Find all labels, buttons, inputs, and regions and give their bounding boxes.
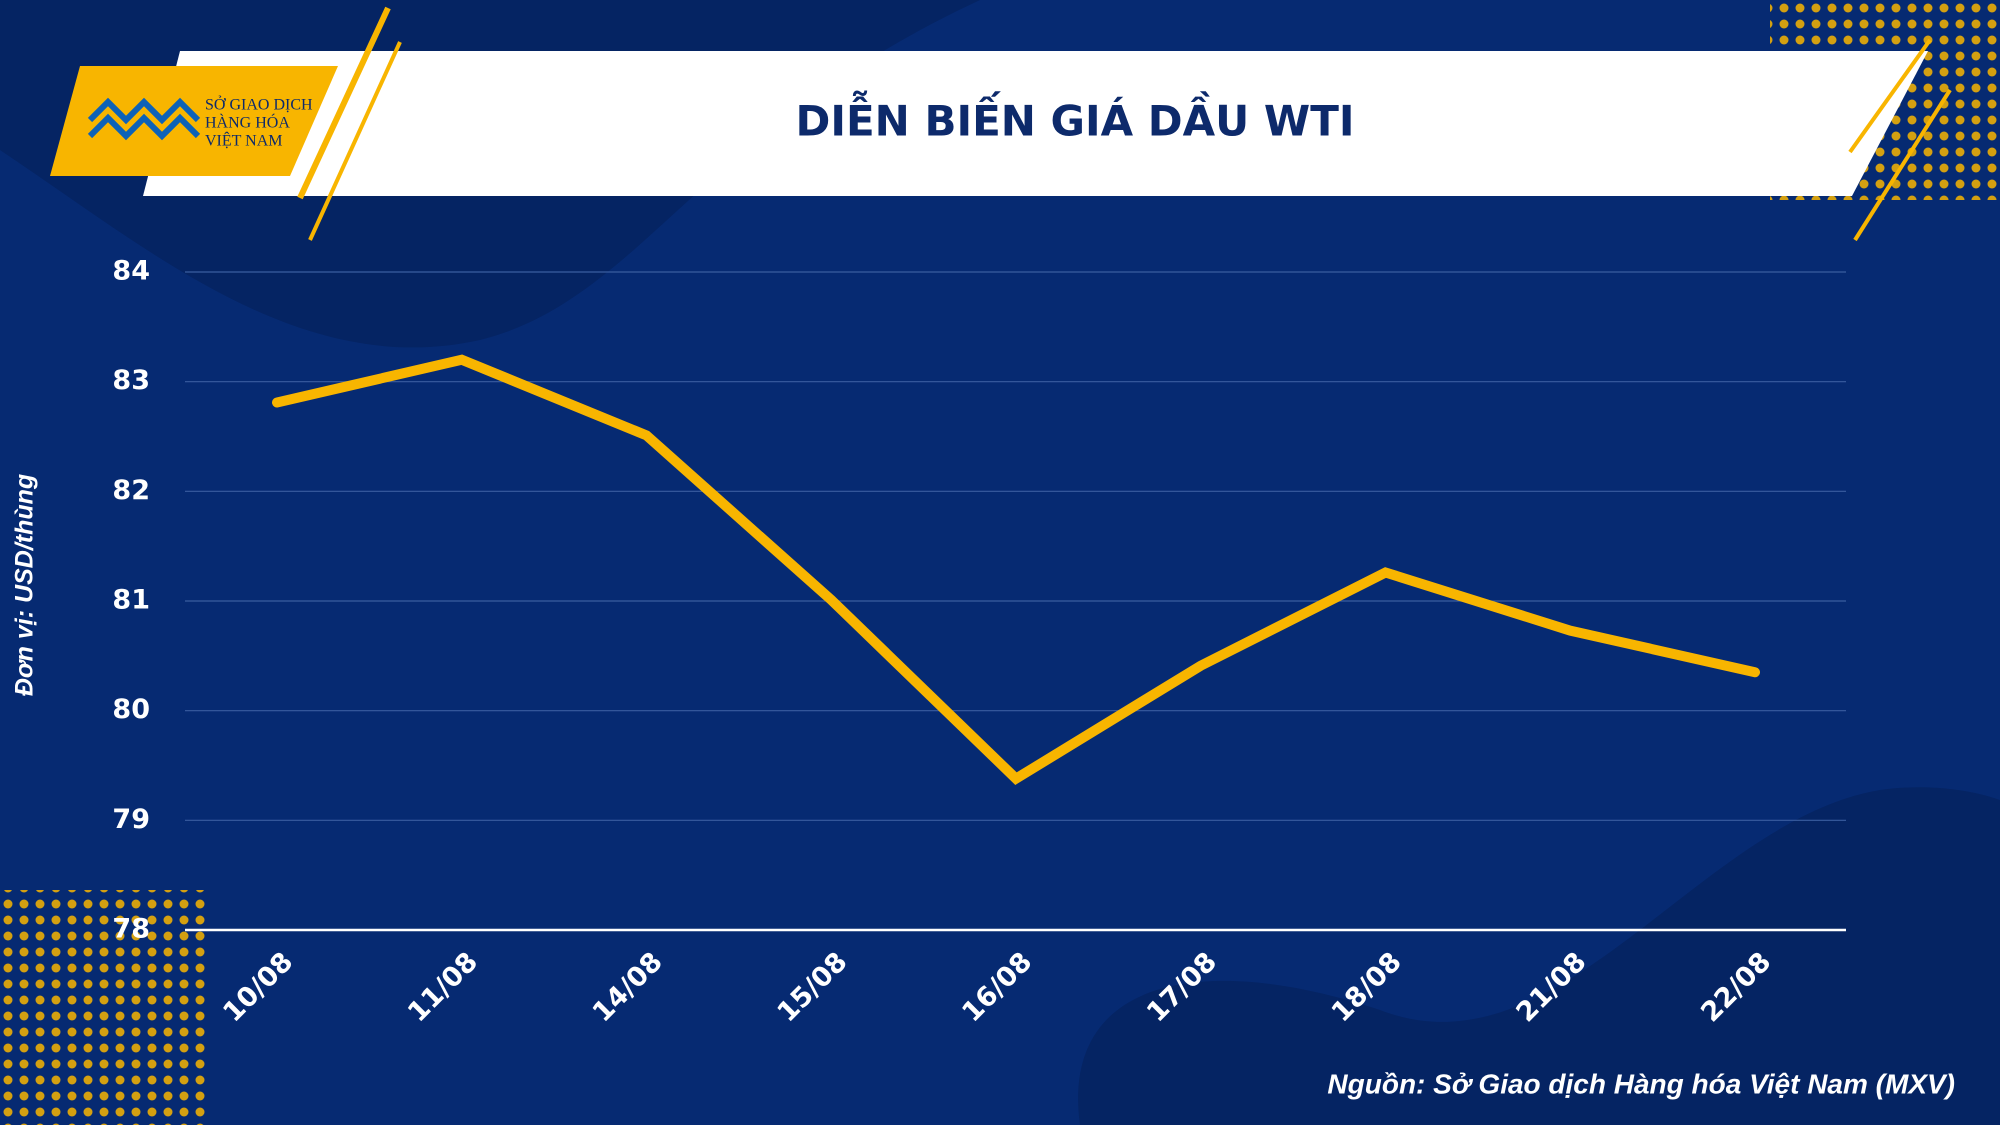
y-tick-label: 84: [112, 256, 150, 287]
y-tick-label: 82: [112, 475, 150, 506]
blob: [1078, 787, 2000, 1125]
source-note: Nguồn: Sở Giao dịch Hàng hóa Việt Nam (M…: [1327, 1068, 1955, 1099]
logo-text: SỞ GIAO DỊCH: [205, 95, 313, 114]
accent: [1853, 88, 1952, 242]
y-tick-label: 80: [112, 694, 150, 725]
y-tick-label: 83: [112, 365, 150, 396]
data-line: [272, 354, 1760, 785]
accent: [297, 6, 391, 200]
y-axis-label: Đơn vị: USD/thùng: [11, 474, 39, 696]
accent: [308, 41, 402, 241]
accent: [1848, 38, 1932, 154]
y-tick-label: 81: [112, 585, 150, 616]
chart-title: DIỄN BIẾN GIÁ DẦU WTI: [796, 90, 1355, 146]
logo-mark: [87, 97, 201, 141]
logo-text: VIỆT NAM: [205, 131, 282, 150]
y-tick-label: 79: [112, 804, 150, 835]
header-banner: [143, 51, 1928, 196]
dots: [0, 890, 210, 1125]
logo-text: HÀNG HÓA: [205, 113, 290, 132]
logo-box: [50, 66, 338, 176]
y-tick-label: 78: [112, 914, 150, 945]
